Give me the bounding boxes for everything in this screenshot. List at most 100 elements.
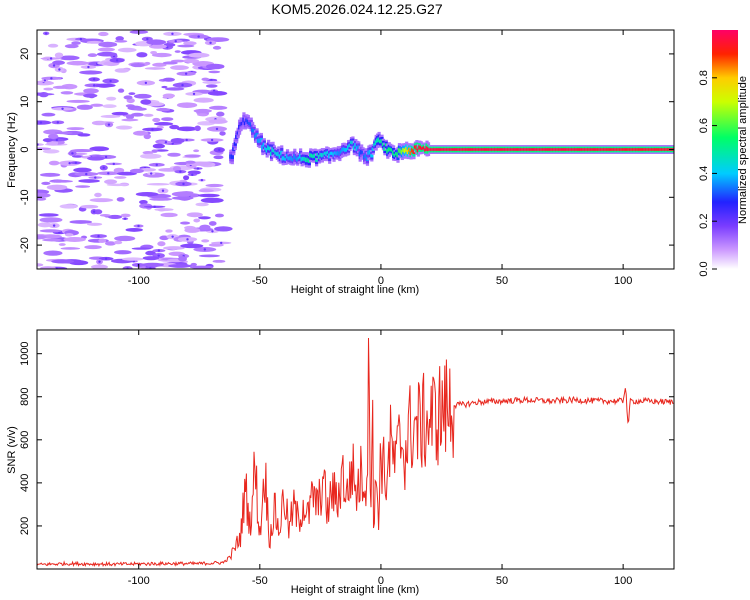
noise-core [200, 178, 204, 182]
spectrogram-y-label: Frequency (Hz) [6, 112, 18, 188]
noise-blob [123, 95, 133, 100]
noise-blob [170, 137, 185, 144]
noise-blob [90, 264, 108, 269]
noise-blob [170, 65, 189, 71]
noise-blob [59, 204, 78, 209]
noise-blob [106, 96, 117, 101]
noise-core [174, 40, 177, 43]
y-tick-label: -10 [19, 189, 31, 205]
noise-blob [60, 247, 81, 250]
noise-blob [86, 40, 103, 44]
noise-core [44, 32, 48, 35]
noise-blob [157, 208, 166, 212]
noise-blob [195, 202, 209, 207]
colorbar-label: Normalized spectral amplitude [737, 76, 749, 224]
noise-core [94, 176, 97, 179]
noise-core [71, 152, 74, 155]
noise-blob [54, 131, 73, 135]
noise-blob [42, 238, 62, 242]
noise-blob [114, 176, 127, 179]
noise-core [52, 224, 56, 227]
noise-blob [89, 146, 110, 152]
noise-blob [152, 117, 161, 123]
noise-blob [117, 47, 137, 53]
noise-blob [73, 167, 92, 173]
noise-blob [66, 99, 90, 103]
ridge-core [315, 157, 319, 162]
noise-blob [47, 43, 59, 48]
x-tick-label: -100 [128, 575, 150, 587]
noise-blob [64, 44, 79, 49]
noise-blob [184, 227, 201, 233]
noise-blob [198, 189, 214, 193]
x-tick-label: -50 [252, 275, 268, 287]
noise-blob [104, 179, 118, 185]
noise-blob [146, 183, 170, 186]
noise-blob [152, 143, 165, 149]
noise-core [171, 235, 174, 238]
noise-blob [151, 52, 172, 58]
noise-core [146, 37, 149, 41]
noise-blob [183, 41, 197, 46]
noise-blob [207, 91, 228, 96]
spectrogram-noise [37, 30, 233, 269]
noise-blob [71, 155, 84, 158]
noise-blob [177, 44, 195, 48]
noise-blob [214, 213, 224, 218]
noise-blob [198, 216, 211, 220]
noise-blob [125, 227, 143, 232]
noise-core [98, 260, 101, 263]
noise-blob [145, 250, 156, 256]
spectrogram-ridge [229, 112, 674, 168]
colorbar-tick-label: 0.6 [698, 118, 710, 133]
noise-blob [219, 131, 226, 136]
noise-blob [142, 256, 160, 261]
noise-blob [38, 213, 59, 217]
y-tick-label: 10 [19, 96, 31, 108]
noise-blob [188, 52, 210, 58]
noise-core [155, 163, 158, 167]
noise-core [87, 65, 90, 69]
x-tick-label: 100 [614, 575, 632, 587]
colorbar-gradient [712, 30, 738, 269]
noise-core [137, 224, 140, 228]
noise-blob [167, 152, 181, 157]
noise-core [210, 138, 214, 142]
noise-blob [152, 62, 167, 67]
noise-blob [98, 238, 107, 243]
x-tick-label: 0 [378, 275, 384, 287]
noise-core [104, 257, 108, 260]
noise-core [153, 205, 156, 208]
noise-blob [201, 77, 210, 81]
noise-blob [160, 212, 178, 218]
noise-blob [171, 191, 194, 197]
noise-core [92, 78, 96, 81]
noise-blob [54, 52, 64, 58]
noise-blob [122, 257, 144, 261]
noise-blob [180, 243, 204, 249]
noise-blob [205, 63, 225, 70]
noise-blob [113, 240, 123, 245]
noise-core [157, 254, 160, 257]
colorbar-tick-label: 0.0 [698, 261, 710, 276]
noise-blob [69, 220, 93, 224]
noise-blob [139, 200, 148, 205]
noise-blob [43, 87, 54, 91]
noise-blob [37, 192, 51, 198]
noise-blob [39, 217, 63, 223]
noise-blob [214, 226, 233, 232]
noise-blob [146, 39, 167, 45]
noise-blob [169, 124, 180, 130]
noise-blob [179, 221, 191, 225]
noise-blob [114, 235, 136, 242]
snr-frame [36, 329, 675, 570]
noise-blob [104, 241, 117, 246]
colorbar-tick-label: 0.8 [698, 70, 710, 85]
x-tick-label: 100 [614, 275, 632, 287]
noise-core [74, 161, 78, 165]
noise-blob [48, 160, 60, 166]
noise-core [192, 92, 196, 96]
noise-blob [156, 107, 171, 112]
noise-blob [200, 197, 224, 203]
noise-blob [163, 246, 185, 250]
